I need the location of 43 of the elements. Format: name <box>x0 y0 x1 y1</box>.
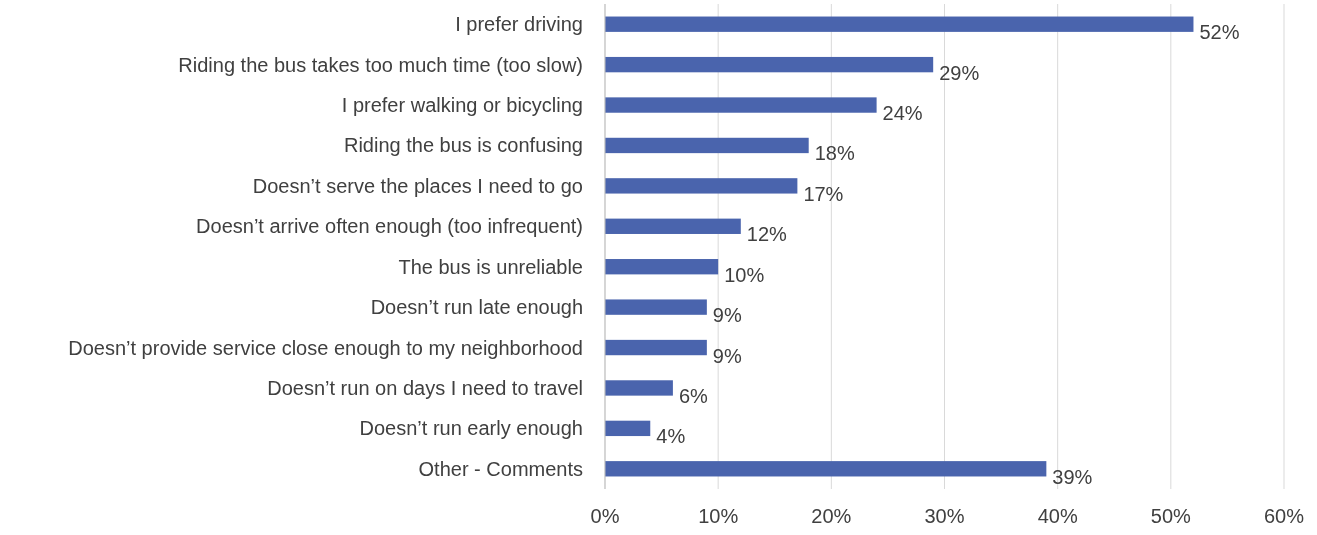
y-tick-label: I prefer driving <box>455 13 583 36</box>
bar <box>605 178 798 194</box>
data-label: 9% <box>712 344 742 367</box>
y-tick-label: The bus is unreliable <box>398 255 583 278</box>
y-tick-label: Other - Comments <box>418 457 583 480</box>
bar <box>605 299 707 315</box>
y-tick-label: Doesn’t arrive often enough (too infrequent) <box>196 215 583 238</box>
data-label: 17% <box>803 182 844 205</box>
y-tick-label: I prefer walking or bicycling <box>341 94 583 117</box>
bar <box>605 380 673 396</box>
data-label: 10% <box>724 263 765 286</box>
y-tick-label: Doesn’t run late enough <box>370 296 583 319</box>
y-tick-label: Doesn’t run on days I need to travel <box>267 376 583 399</box>
bar <box>605 259 719 275</box>
bar <box>605 218 741 234</box>
data-label: 18% <box>814 142 855 165</box>
x-tick-label: 40% <box>1037 505 1078 527</box>
x-tick-label: 10% <box>698 505 739 527</box>
bar <box>605 56 934 73</box>
data-label: 29% <box>939 61 980 84</box>
data-label: 12% <box>746 223 788 246</box>
x-tick-label: 0% <box>590 505 620 527</box>
data-label: 6% <box>678 384 709 407</box>
bar <box>605 97 877 113</box>
data-label: 4% <box>656 425 686 448</box>
x-tick-label: 50% <box>1150 505 1192 527</box>
bar <box>605 16 1194 32</box>
x-tick-label: 60% <box>1263 505 1305 527</box>
data-label: 39% <box>1052 465 1093 488</box>
bar <box>605 420 651 437</box>
data-label: 52% <box>1199 21 1240 44</box>
y-tick-label: Riding the bus is confusing <box>343 134 583 157</box>
y-tick-label: Doesn’t serve the places I need to go <box>252 174 583 197</box>
y-tick-label: Riding the bus takes too much time (too slow) <box>178 53 583 76</box>
y-tick-label: Doesn’t provide service close enough to my neighborhood <box>68 336 583 359</box>
data-label: 9% <box>712 304 742 327</box>
bar <box>605 339 707 356</box>
bar <box>605 137 809 154</box>
y-tick-label: Doesn’t run early enough <box>359 417 583 440</box>
x-tick-label: 30% <box>924 505 965 527</box>
bar <box>605 461 1047 477</box>
x-tick-label: 20% <box>811 505 852 527</box>
data-label: 24% <box>882 102 923 125</box>
